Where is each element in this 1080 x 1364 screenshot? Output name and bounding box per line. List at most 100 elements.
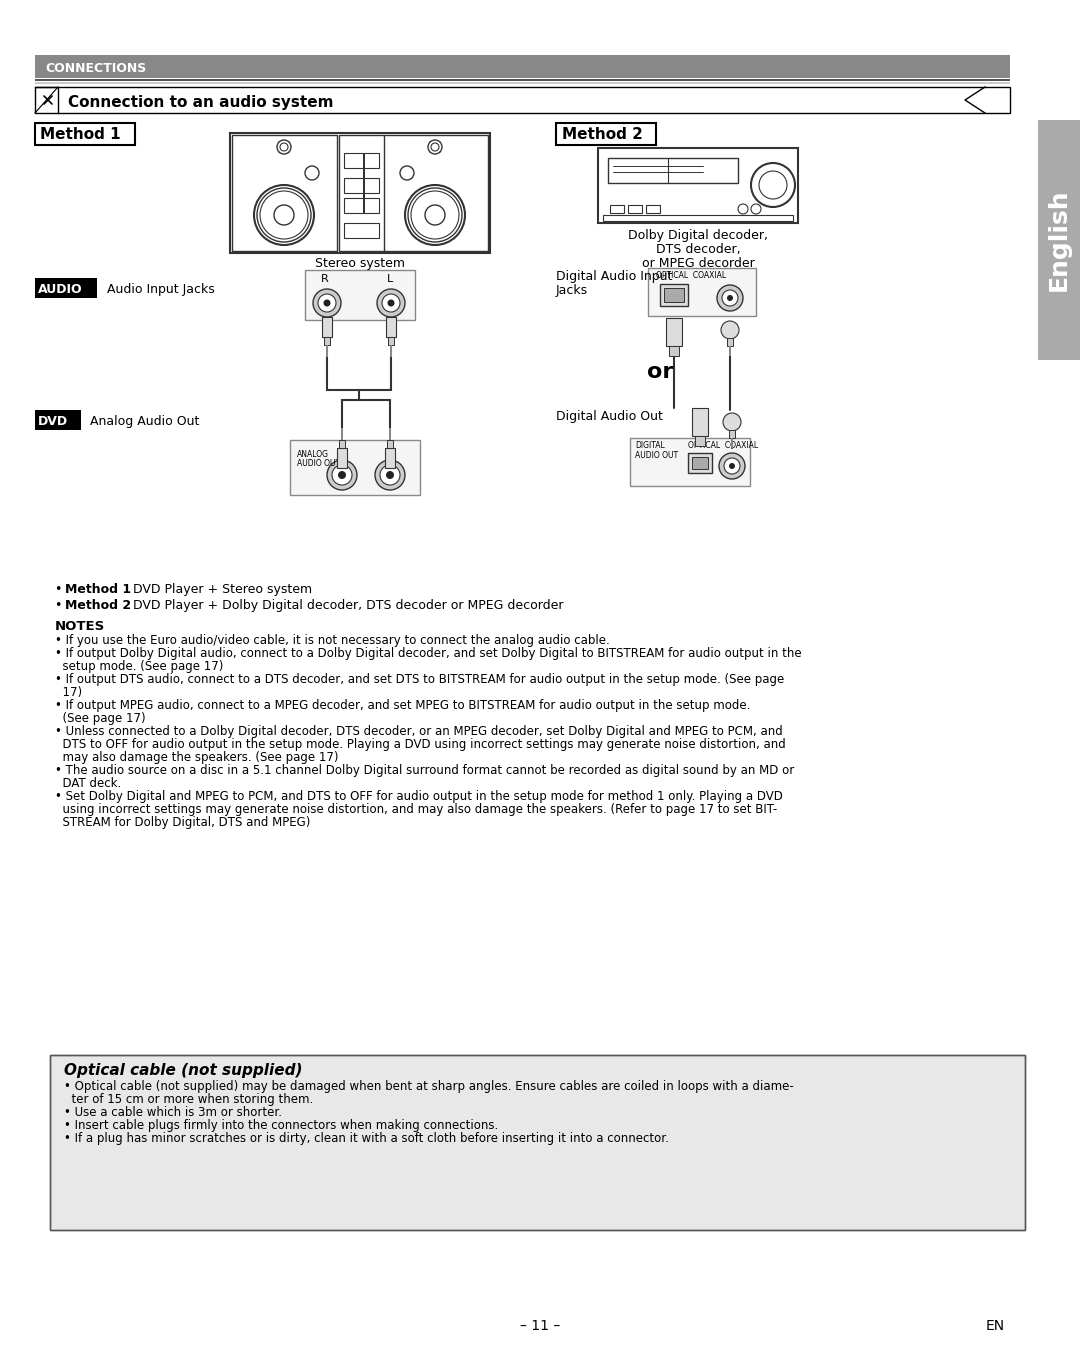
Text: DVD: DVD xyxy=(38,415,68,428)
Bar xyxy=(232,135,337,251)
Bar xyxy=(1038,120,1080,360)
Text: ter of 15 cm or more when storing them.: ter of 15 cm or more when storing them. xyxy=(64,1093,313,1106)
Bar xyxy=(729,430,735,438)
Text: ANALOG: ANALOG xyxy=(297,450,329,460)
Text: • Use a cable which is 3m or shorter.: • Use a cable which is 3m or shorter. xyxy=(64,1106,282,1118)
Circle shape xyxy=(721,321,739,340)
Bar xyxy=(729,346,731,356)
Bar xyxy=(345,198,379,213)
Text: R: R xyxy=(338,445,346,454)
Circle shape xyxy=(759,170,787,199)
Bar xyxy=(339,135,384,251)
Bar xyxy=(363,153,365,213)
Circle shape xyxy=(428,140,442,154)
Text: Method 1: Method 1 xyxy=(40,127,121,142)
Bar xyxy=(341,428,343,441)
Text: Analog Audio Out: Analog Audio Out xyxy=(90,415,200,428)
Bar xyxy=(692,408,708,436)
Bar xyxy=(383,135,488,251)
Bar xyxy=(727,338,733,346)
Text: Digital Audio Out: Digital Audio Out xyxy=(556,411,663,423)
Bar xyxy=(389,428,391,441)
Bar xyxy=(390,345,392,357)
Bar xyxy=(230,134,490,252)
Text: DTS decoder,: DTS decoder, xyxy=(656,243,740,256)
Circle shape xyxy=(751,164,795,207)
Bar xyxy=(696,436,705,446)
Circle shape xyxy=(380,465,400,486)
Text: Jacks: Jacks xyxy=(556,284,589,297)
Bar xyxy=(648,267,756,316)
Bar xyxy=(627,205,642,213)
Text: DVD Player + Dolby Digital decoder, DTS decoder or MPEG decorder: DVD Player + Dolby Digital decoder, DTS … xyxy=(125,599,564,612)
Circle shape xyxy=(324,300,330,307)
Bar xyxy=(664,288,684,301)
Circle shape xyxy=(327,460,357,490)
Text: AUDIO OUT: AUDIO OUT xyxy=(297,460,340,468)
Bar xyxy=(35,278,97,297)
Text: • If output Dolby Digital audio, connect to a Dolby Digital decoder, and set Dol: • If output Dolby Digital audio, connect… xyxy=(55,647,801,660)
Bar xyxy=(337,447,347,468)
Circle shape xyxy=(408,188,462,241)
Bar xyxy=(731,438,733,447)
Circle shape xyxy=(738,205,748,214)
Circle shape xyxy=(727,295,733,301)
Circle shape xyxy=(305,166,319,180)
Text: • Optical cable (not supplied) may be damaged when bent at sharp angles. Ensure : • Optical cable (not supplied) may be da… xyxy=(64,1080,794,1093)
Bar xyxy=(384,447,395,468)
Circle shape xyxy=(426,205,445,225)
Circle shape xyxy=(723,291,738,306)
Bar xyxy=(322,316,332,337)
Bar xyxy=(50,1054,1025,1230)
Bar xyxy=(35,123,135,145)
Text: L: L xyxy=(388,445,393,454)
Text: Method 2: Method 2 xyxy=(562,127,643,142)
Circle shape xyxy=(257,188,311,241)
Circle shape xyxy=(431,143,438,151)
Bar xyxy=(608,158,738,183)
Circle shape xyxy=(717,285,743,311)
Bar xyxy=(35,82,1010,83)
Bar xyxy=(603,216,793,221)
Text: (See page 17): (See page 17) xyxy=(55,712,146,726)
Text: DAT deck.: DAT deck. xyxy=(55,777,121,790)
Circle shape xyxy=(411,191,459,239)
Text: • If output MPEG audio, connect to a MPEG decoder, and set MPEG to BITSTREAM for: • If output MPEG audio, connect to a MPE… xyxy=(55,698,751,712)
Text: Method 2: Method 2 xyxy=(65,599,131,612)
Text: • Unless connected to a Dolby Digital decoder, DTS decoder, or an MPEG decoder, : • Unless connected to a Dolby Digital de… xyxy=(55,726,783,738)
Text: •: • xyxy=(55,582,66,596)
Bar xyxy=(50,1054,1025,1230)
Bar xyxy=(339,441,345,447)
Circle shape xyxy=(254,186,314,246)
Bar xyxy=(35,79,1010,80)
Text: •: • xyxy=(55,599,66,612)
Text: Method 1: Method 1 xyxy=(65,582,131,596)
Text: DIGITAL: DIGITAL xyxy=(635,441,665,450)
Text: • If you use the Euro audio/video cable, it is not necessary to connect the anal: • If you use the Euro audio/video cable,… xyxy=(55,634,610,647)
Bar xyxy=(598,149,798,222)
Bar xyxy=(669,346,679,356)
Circle shape xyxy=(318,295,336,312)
Bar xyxy=(387,441,393,447)
Circle shape xyxy=(729,462,735,469)
Text: or: or xyxy=(647,361,673,382)
Text: L: L xyxy=(387,274,393,284)
Bar xyxy=(386,316,396,337)
Text: Audio Input Jacks: Audio Input Jacks xyxy=(107,282,215,296)
Text: Connection to an audio system: Connection to an audio system xyxy=(68,95,334,110)
Bar xyxy=(692,457,708,469)
Text: DVD Player + Stereo system: DVD Player + Stereo system xyxy=(125,582,312,596)
Circle shape xyxy=(332,465,352,486)
Circle shape xyxy=(382,295,400,312)
Text: may also damage the speakers. (See page 17): may also damage the speakers. (See page … xyxy=(55,752,338,764)
Circle shape xyxy=(276,140,291,154)
Text: AUDIO: AUDIO xyxy=(38,282,83,296)
Bar xyxy=(35,87,1010,113)
Bar xyxy=(688,453,712,473)
Text: • Set Dolby Digital and MPEG to PCM, and DTS to OFF for audio output in the setu: • Set Dolby Digital and MPEG to PCM, and… xyxy=(55,790,783,803)
Bar xyxy=(35,411,81,430)
Bar xyxy=(388,337,394,345)
Circle shape xyxy=(723,413,741,431)
Bar xyxy=(291,441,420,495)
Bar xyxy=(666,318,681,346)
